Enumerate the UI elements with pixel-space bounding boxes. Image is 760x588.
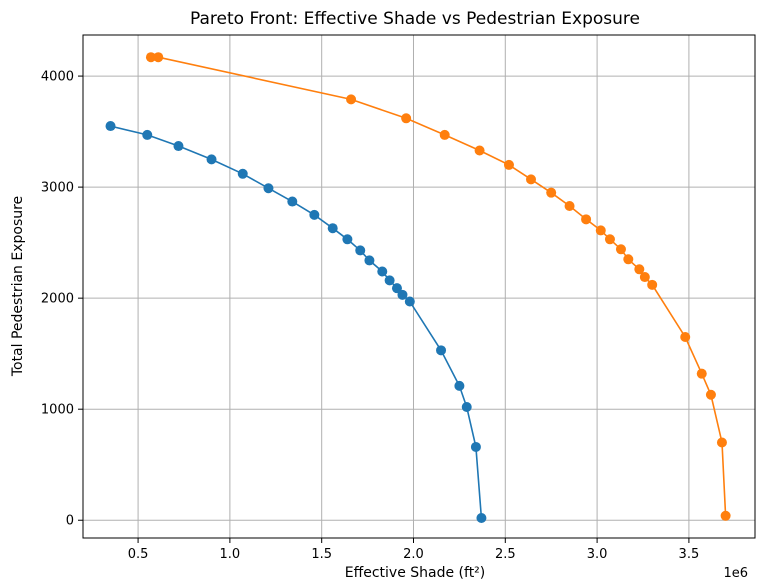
series-2-point: [145, 52, 156, 63]
series-2-point: [647, 279, 658, 290]
plot-frame: [82, 34, 756, 539]
series-2-point: [615, 244, 626, 255]
x-tick-label: 1.0: [220, 547, 241, 562]
grid-layer: [83, 35, 755, 538]
series-1-point: [263, 183, 274, 194]
series-2-point: [153, 52, 164, 63]
x-axis-offset-label: 1e6: [723, 566, 748, 581]
series-2-point: [546, 187, 557, 198]
series-2-point: [623, 254, 634, 265]
series-2-point: [720, 510, 731, 521]
series-2-point: [680, 332, 691, 343]
series-2-point: [639, 272, 650, 283]
series-1-point: [476, 513, 487, 524]
x-axis-label: Effective Shade (ft²): [345, 565, 486, 581]
series-1-point: [142, 129, 153, 140]
axis-layer: 0.5 1.0 1.5 2.0 2.5 3.0 3.5 0 1000 2000 3000 4000: [41, 70, 699, 562]
series-1: [105, 121, 487, 524]
series-1-point: [355, 245, 366, 256]
y-tick-label: 3000: [41, 181, 74, 196]
y-tick-label: 1000: [41, 403, 74, 418]
series-2-point: [716, 437, 727, 448]
x-tick-label: 2.0: [403, 547, 424, 562]
series-1-point: [342, 234, 353, 245]
series-2-point: [705, 389, 716, 400]
series-2-point: [604, 234, 615, 245]
chart-title: Pareto Front: Effective Shade vs Pedestr…: [190, 9, 640, 29]
series-1-point: [309, 209, 320, 220]
series-1-point: [404, 296, 415, 307]
series-2-line: [150, 56, 727, 516]
series-2: [145, 52, 731, 521]
x-tick-label: 2.5: [495, 547, 516, 562]
series-2-point: [503, 159, 514, 170]
series-2-point: [526, 174, 536, 185]
series-1-point: [397, 289, 408, 300]
series-1-point: [377, 266, 388, 277]
x-tick-label: 0.5: [128, 547, 149, 562]
series-1-point: [454, 380, 465, 391]
series-2-point: [564, 200, 575, 211]
series-2-point: [581, 214, 592, 225]
series-2-point: [439, 129, 450, 140]
series-1-point: [105, 121, 116, 132]
series-1-point: [391, 283, 402, 294]
series-1-point: [364, 255, 375, 266]
series-1-point: [384, 275, 395, 286]
series-1-point: [237, 168, 248, 179]
series-2-point: [346, 94, 357, 105]
y-tick-label: 4000: [41, 70, 74, 85]
series-1-point: [173, 141, 184, 152]
series-layer: [105, 52, 731, 524]
y-axis-label: Total Pedestrian Exposure: [10, 196, 26, 377]
series-1-point: [206, 154, 217, 165]
series-1-line: [110, 125, 483, 519]
series-1-point: [461, 401, 472, 412]
series-1-point: [287, 196, 298, 207]
series-2-point: [401, 113, 412, 124]
series-1-point: [470, 441, 481, 452]
x-tick-label: 3.0: [587, 547, 608, 562]
y-tick-label: 2000: [41, 292, 74, 307]
series-2-point: [474, 145, 485, 156]
y-tick-label: 0: [66, 514, 74, 529]
series-2-point: [696, 368, 707, 379]
x-tick-label: 3.5: [679, 547, 700, 562]
series-2-point: [634, 264, 645, 275]
series-1-point: [327, 223, 338, 234]
series-1-point: [436, 345, 447, 356]
series-2-point: [595, 225, 606, 236]
x-tick-label: 1.5: [311, 547, 332, 562]
